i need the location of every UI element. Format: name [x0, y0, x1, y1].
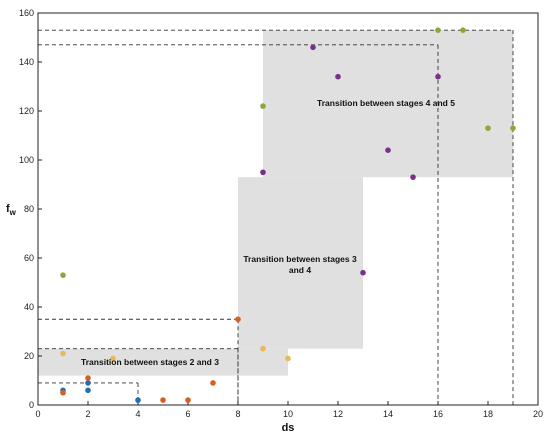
data-point-purple: [335, 73, 341, 80]
data-point-orange: [60, 389, 66, 396]
y-tick-label: 120: [19, 106, 34, 116]
transition-region-1: [38, 348, 288, 376]
data-point-orange: [185, 397, 191, 403]
transition-region-2: [238, 177, 363, 349]
data-point-yellow: [60, 350, 66, 357]
data-point-orange: [235, 316, 241, 323]
data-point-purple: [385, 147, 391, 153]
x-tick-label: 4: [135, 409, 140, 419]
data-point-purple: [410, 174, 416, 180]
y-tick-label: 40: [24, 302, 34, 312]
x-tick-label: 14: [383, 409, 393, 419]
data-point-orange: [85, 375, 91, 381]
region-label-3-4-line1: Transition between stages 3: [243, 254, 357, 264]
region-label-2-3: Transition between stages 2 and 3: [81, 357, 219, 367]
data-point-blue: [85, 387, 91, 394]
data-point-green: [485, 125, 491, 131]
data-point-yellow: [260, 345, 266, 352]
transition-regions: [38, 30, 513, 376]
x-axis-label: ds: [282, 422, 295, 434]
y-tick-label: 140: [19, 57, 34, 67]
data-point-blue: [135, 397, 141, 403]
y-tick-label: 60: [24, 253, 34, 263]
data-point-green: [460, 27, 466, 33]
data-point-blue: [85, 380, 91, 386]
y-tick-label: 0: [29, 400, 34, 410]
x-tick-label: 10: [283, 409, 293, 419]
region-labels: Transition between stages 2 and 3 Transit…: [81, 98, 455, 367]
data-point-orange: [160, 397, 166, 403]
x-tick-label: 20: [533, 409, 543, 419]
y-tick-label: 100: [19, 155, 34, 165]
x-tick-label: 0: [35, 409, 40, 419]
data-point-purple: [435, 73, 441, 80]
data-point-orange: [210, 380, 216, 386]
plot-axes: 0 2 4 6 8 10 12 14 16 18 20 0 20 40 60 80 100 120 140 160: [19, 8, 543, 419]
data-point-green: [510, 125, 516, 131]
x-tick-label: 8: [235, 409, 240, 419]
x-tick-label: 12: [333, 409, 343, 419]
y-tick-label: 80: [24, 204, 34, 214]
dashed-guide-lines: [38, 29, 514, 405]
data-point-green: [435, 27, 441, 33]
data-point-yellow: [285, 355, 291, 362]
x-tick-label: 2: [85, 409, 90, 419]
x-tick-label: 18: [483, 409, 493, 419]
region-label-4-5: Transition between stages 4 and 5: [317, 98, 455, 108]
data-points: [60, 27, 516, 403]
data-point-green: [260, 103, 266, 109]
data-point-purple: [260, 169, 266, 176]
data-point-yellow: [110, 355, 116, 362]
data-point-green: [60, 272, 66, 278]
y-tick-label: 160: [19, 8, 34, 18]
y-axis-label: fw: [6, 203, 17, 217]
x-tick-label: 16: [433, 409, 443, 419]
y-tick-label: 20: [24, 351, 34, 361]
region-label-3-4-line2: and 4: [289, 265, 311, 275]
data-point-purple: [310, 44, 316, 51]
x-tick-label: 6: [185, 409, 190, 419]
data-point-purple: [360, 269, 366, 276]
